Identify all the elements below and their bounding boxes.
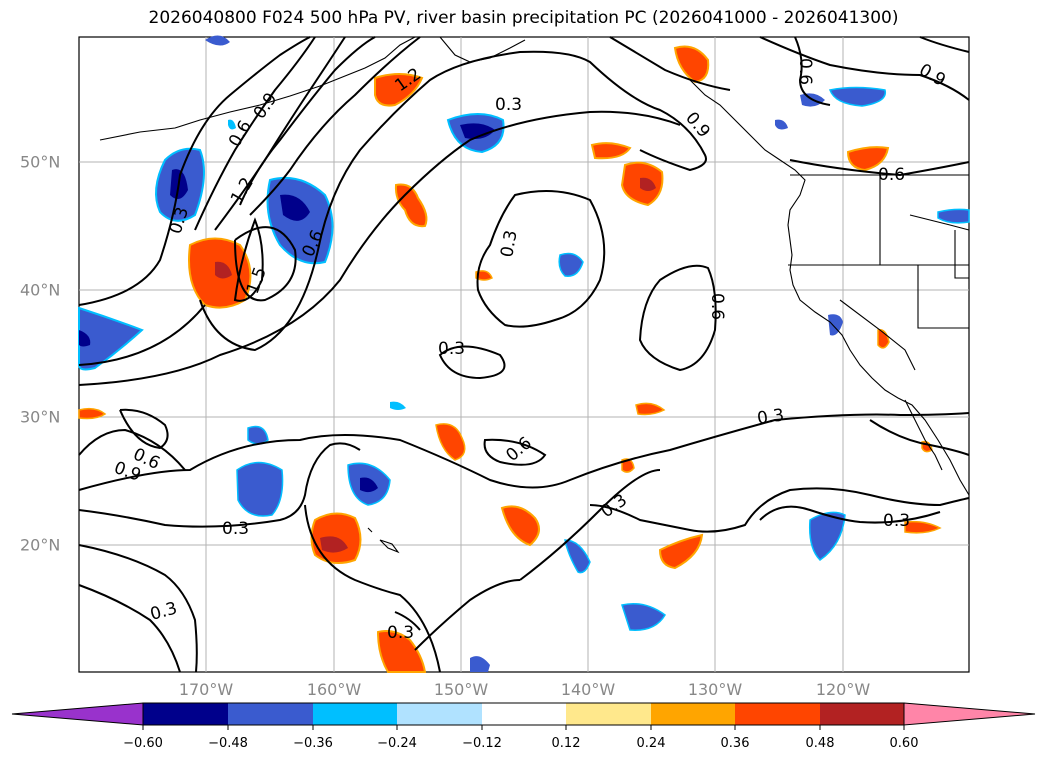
colorbar-segment	[143, 703, 228, 725]
contour-label: 0.3	[438, 339, 465, 359]
map-title: 2026040800 F024 500 hPa PV, river basin …	[148, 8, 899, 28]
map-frame	[78, 36, 970, 673]
lon-label: 130°W	[687, 680, 743, 699]
colorbar-extend-high	[903, 702, 1036, 726]
colorbar-segment	[482, 703, 566, 725]
colorbar-segment	[566, 703, 651, 725]
contour-label: 0.6	[795, 58, 815, 85]
colorbar-segment	[820, 703, 904, 725]
colorbar-tick-label: −0.24	[377, 736, 417, 751]
lon-label: 150°W	[433, 680, 489, 699]
colorbar	[11, 702, 1036, 730]
colorbar-tick-label: 0.36	[720, 736, 750, 751]
contour-label: 0.3	[387, 623, 414, 643]
colorbar-tick-label: 0.48	[805, 736, 835, 751]
coastlines	[99, 36, 970, 554]
lat-label: 20°N	[20, 535, 61, 555]
lon-label: 160°W	[306, 680, 362, 699]
precip-negative-shading	[78, 35, 970, 672]
colorbar-tick-label: −0.60	[123, 736, 163, 751]
contour-label: 0.3	[495, 95, 522, 115]
colorbar-segment	[228, 703, 313, 725]
lat-label: 40°N	[20, 280, 61, 300]
colorbar-segment	[735, 703, 820, 725]
contour-label: 0.3	[883, 511, 910, 531]
colorbar-segment	[651, 703, 735, 725]
lat-label: 30°N	[20, 407, 61, 427]
precip-positive-shading	[78, 45, 942, 673]
pv-contours	[78, 36, 970, 673]
contour-label: 0.6	[878, 165, 905, 185]
contour-label: 0.3	[497, 229, 521, 259]
colorbar-tick-label: 0.60	[889, 736, 919, 751]
lat-label: 50°N	[20, 152, 61, 172]
colorbar-segment	[397, 703, 482, 725]
lon-label: 170°W	[178, 680, 234, 699]
contour-label: 0.3	[222, 519, 249, 539]
contour-label: 0.6	[707, 293, 727, 320]
colorbar-tick-label: 0.12	[551, 736, 581, 751]
colorbar-segment	[313, 703, 397, 725]
lon-label: 140°W	[560, 680, 616, 699]
colorbar-extend-low	[11, 702, 144, 726]
colorbar-tick-label: −0.36	[293, 736, 333, 751]
lon-label: 120°W	[815, 680, 871, 699]
colorbar-tick-label: −0.48	[208, 736, 248, 751]
colorbar-tick-label: 0.24	[636, 736, 666, 751]
contour-label: 0.3	[756, 405, 786, 429]
colorbar-tick-label: −0.12	[462, 736, 502, 751]
